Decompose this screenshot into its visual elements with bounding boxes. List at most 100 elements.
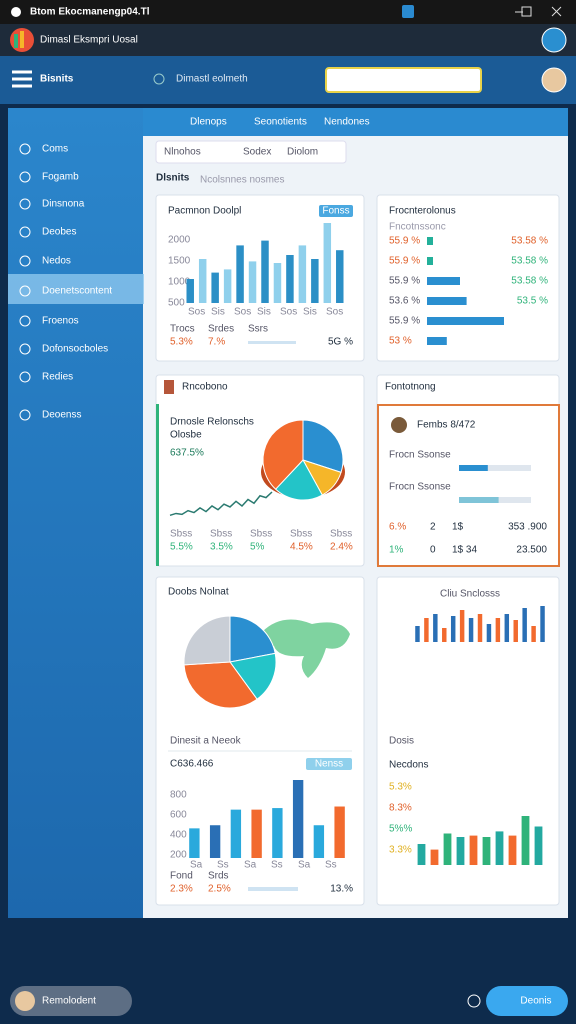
caption: Dinesit a Neeok [170,736,242,747]
badge[interactable] [319,205,353,217]
card-title: Necdons [389,760,428,771]
pie-slice [229,615,276,663]
bar [417,844,426,865]
nav-item[interactable]: Froenos [42,316,79,327]
nav-icon [19,285,31,297]
nav-icon [19,143,31,155]
bar [248,261,257,303]
y-tick-label: 1500 [168,256,191,267]
bar [236,245,244,303]
pie-slice [274,459,323,501]
refresh[interactable] [467,994,481,1008]
y-tick-label: 800 [170,790,187,801]
active-item [8,274,144,304]
x-tick-label: Sos [280,307,297,318]
x-tick-label: Sis [303,307,317,318]
bar [513,620,518,642]
x-tick-label: Ss [217,860,229,871]
tab[interactable]: Nendones [324,117,370,128]
nav-item[interactable]: Doenetscontent [42,286,112,297]
stat-value: 2 [430,522,436,533]
bar [482,837,491,865]
bar [430,849,439,865]
bar [534,826,543,865]
stat-value: 4.5% [290,542,313,553]
y-tick-label: 500 [168,298,185,309]
subtab[interactable]: Diolom [287,147,318,158]
caption: Olosbe [170,430,202,441]
subtab[interactable]: Nlnohos [164,147,201,158]
section-title: Dlsnits [156,173,190,184]
slider [248,887,298,891]
window-title: Btom Ekocmanengp04.Tl [30,7,150,18]
badge[interactable] [306,758,352,770]
row-label: Frocn Ssonse [389,450,451,461]
avatar [391,417,407,433]
stat-value: 5.3% [170,337,193,348]
x-tick-label: Sos [188,307,205,318]
stat-value: 2.5% [208,884,231,895]
stat-label: Sbss [210,529,232,540]
bar [522,608,527,642]
close[interactable] [551,6,562,17]
search-box[interactable] [325,67,482,93]
nav-item[interactable]: Dinsnona [42,199,85,210]
map [261,619,350,678]
button-label[interactable]: Deonis [520,996,551,1007]
bar [540,606,545,642]
user-pill[interactable] [10,986,132,1016]
card-title: Pacmnon Doolpl [168,206,241,217]
stat-value: 3.5% [210,542,233,553]
row-label: Frocn Ssonse [389,482,451,493]
search-label: Dimastl eolmeth [176,74,248,85]
action-button[interactable] [486,986,568,1016]
nav-item[interactable]: Dofonsocboles [42,344,108,355]
nav-item[interactable]: Fogamb [42,172,79,183]
section-subtitle: Ncolsnnes nosmes [200,175,284,186]
pie-slice [229,652,277,700]
row-header: Fncotnssonc [389,222,446,233]
bar [443,833,452,865]
nav-item[interactable]: Deoenss [42,410,81,421]
app-bar [0,24,576,56]
axis-label: 8.3% [389,803,412,814]
nav-icon [19,255,31,267]
maximize[interactable] [521,6,532,17]
bar [311,259,319,303]
row-right: 53.58 % [511,256,548,267]
card [155,194,365,362]
stat-label: Sbss [170,529,192,540]
subtab[interactable]: Sodex [243,147,271,158]
app-name: Dimasl Eksmpri Uosal [40,35,138,46]
stat-value: 2.4% [330,542,353,553]
avatar[interactable] [541,67,567,93]
bar [415,626,420,642]
avatar[interactable] [541,27,567,53]
stat-value: 5G % [328,337,353,348]
y-tick-label: 2000 [168,235,191,246]
pie-slice [183,661,258,709]
nav-item[interactable]: Coms [42,144,68,155]
stat-label: Trocs [170,324,195,335]
bar [531,626,536,642]
nav-item[interactable]: Nedos [42,256,71,267]
title-bar [0,0,576,24]
tab[interactable]: Seonotients [254,117,307,128]
row-left: 55.9 % [389,256,420,267]
stat-value: 6.% [389,522,406,533]
tray-icon[interactable] [402,5,414,18]
nav-item[interactable]: Deobes [42,227,76,238]
sparkline [169,491,273,517]
bar [209,825,221,858]
tab[interactable]: Dlenops [190,117,227,128]
bar [427,317,504,325]
x-tick-label: Sa [190,860,203,871]
bar [459,610,465,642]
menu-button[interactable] [12,70,32,88]
x-tick-label: Sis [211,307,225,318]
nav-item[interactable]: Redies [42,372,73,383]
bar [427,297,467,305]
highlight [377,404,560,567]
bar [186,279,194,303]
